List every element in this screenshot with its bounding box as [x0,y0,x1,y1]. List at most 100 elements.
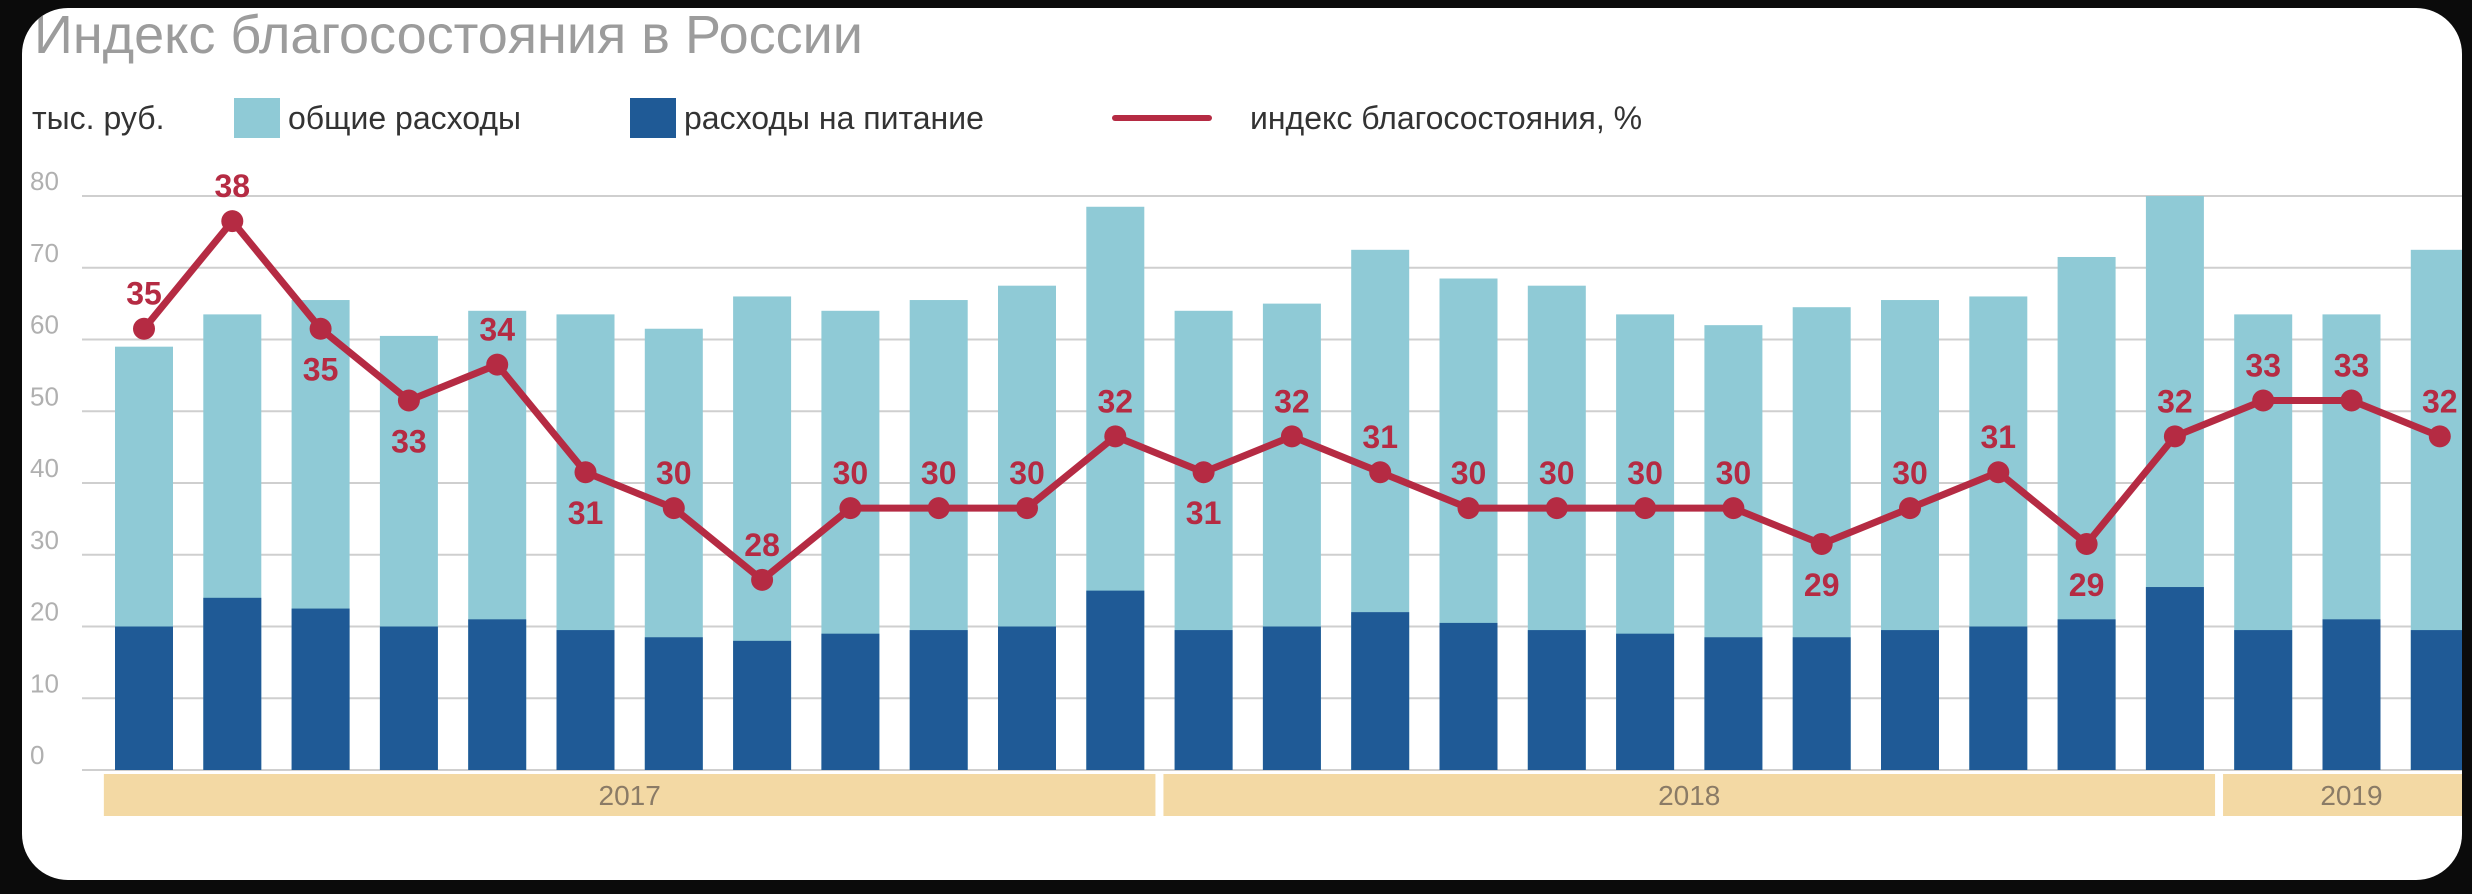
index-data-label: 31 [1362,419,1398,455]
index-point [1280,425,1303,448]
index-point [574,461,597,484]
index-data-label: 30 [1892,455,1928,491]
index-point [2340,389,2363,412]
index-data-label: 30 [1716,455,1752,491]
index-data-label: 34 [479,312,515,348]
index-point [662,497,685,520]
y-tick-label: 0 [30,740,44,770]
index-data-label: 32 [1098,383,1134,419]
legend-swatch-total [234,98,280,138]
bar-food [644,637,703,770]
index-data-label: 29 [2069,567,2105,603]
index-data-label: 30 [833,455,869,491]
bar-food [1969,626,2028,770]
bar-food [1262,626,1321,770]
bar-food [2322,619,2381,770]
bar-food [291,608,350,770]
bar-food [115,626,173,770]
index-point [133,317,155,340]
chart-title: Индекс благосостояния в России [34,8,863,65]
index-data-label: 30 [1539,455,1575,491]
index-data-label: 33 [2245,347,2281,383]
index-point [1192,461,1215,484]
bar-food [1616,633,1675,770]
index-point [1104,425,1127,448]
index-point [1457,497,1480,520]
chart-plot: 0 10 20 30 40 50 60 70 80 2017 2018 2019 35 38 35 33 34 3… [30,166,2462,816]
index-point [1899,497,1921,520]
unit-label: тыс. руб. [32,100,165,136]
chart-card: Индекс благосостояния в России тыс. руб.… [22,8,2462,880]
bar-food [909,630,968,770]
y-tick-label: 70 [30,238,59,268]
y-tick-label: 20 [30,597,59,627]
index-point [1545,497,1568,520]
bar-food [998,626,1056,770]
year-label: 2017 [599,780,661,811]
index-data-label: 38 [215,168,251,204]
legend-line-index [1112,115,1212,121]
y-tick-label: 80 [30,166,59,196]
index-point [486,353,509,376]
y-tick-label: 10 [30,668,59,698]
index-point [309,317,332,340]
y-tick-label: 30 [30,525,59,555]
bar-food [2410,630,2462,770]
year-label: 2018 [1658,780,1720,811]
y-tick-label: 40 [30,453,59,483]
bar-food [733,640,792,770]
bar-food [2234,630,2293,770]
legend-label-total: общие расходы [288,100,522,136]
bar-food [821,633,880,770]
index-point [2428,425,2451,448]
bar-food [1351,612,1410,770]
index-data-label: 35 [303,352,339,388]
index-point [2163,425,2186,448]
index-point [927,497,950,520]
index-data-label: 30 [1627,455,1663,491]
bar-food [556,630,615,770]
index-data-label: 31 [568,495,604,531]
year-band [2223,774,2462,816]
index-data-label: 31 [1981,419,2017,455]
chart-legend: тыс. руб. общие расходы расходы на питан… [22,96,2462,140]
y-tick-label: 60 [30,310,59,340]
index-data-label: 30 [1009,455,1045,491]
index-data-label: 32 [2157,383,2193,419]
index-point [839,497,862,520]
index-point [2075,532,2098,555]
index-data-label: 32 [2422,383,2458,419]
index-data-label: 33 [391,423,427,459]
index-data-label: 30 [1451,455,1487,491]
index-data-label: 35 [126,276,162,312]
year-band [103,774,1156,816]
index-point [221,210,244,233]
year-band [1163,774,2216,816]
index-data-label: 32 [1274,383,1310,419]
bar-food [379,626,438,770]
legend-label-index: индекс благосостояния, % [1250,100,1643,136]
bar-food [203,597,262,770]
bar-food [1439,622,1498,770]
bar-food [1704,637,1763,770]
legend-label-food: расходы на питание [684,100,984,136]
year-label: 2019 [2320,780,2382,811]
index-point [751,568,774,591]
index-point [2252,389,2275,412]
index-data-label: 31 [1186,495,1222,531]
index-data-label: 29 [1804,567,1840,603]
index-point [1016,497,1038,520]
legend-swatch-food [630,98,676,138]
index-point [1369,461,1392,484]
bar-food [2057,619,2116,770]
bar-food [1792,637,1851,770]
index-data-label: 28 [744,527,780,563]
index-data-label: 33 [2334,347,2370,383]
index-data-label: 30 [921,455,957,491]
bar-food [1086,590,1145,770]
index-point [397,389,420,412]
bar-food [1881,630,1939,770]
index-point [1987,461,2010,484]
bar-food [1174,630,1233,770]
index-point [1810,532,1833,555]
